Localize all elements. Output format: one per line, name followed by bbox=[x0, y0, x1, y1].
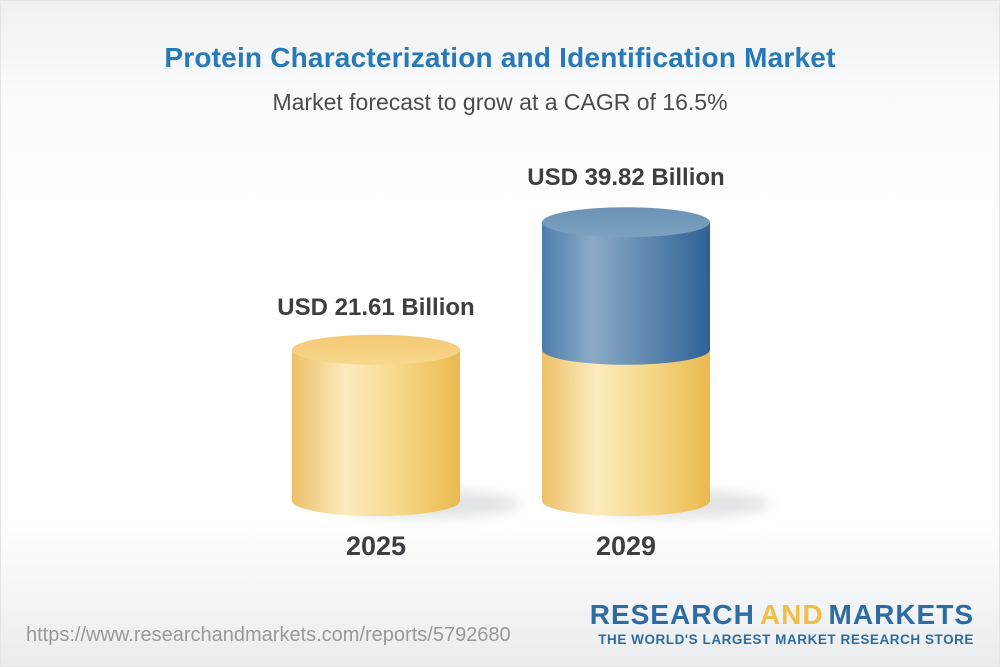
logo-tagline: THE WORLD'S LARGEST MARKET RESEARCH STOR… bbox=[598, 632, 974, 647]
logo-word-and: AND bbox=[759, 599, 824, 630]
category-label-2025: 2025 bbox=[345, 531, 407, 561]
cylinder-bars bbox=[292, 207, 770, 518]
category-label-2029: 2029 bbox=[595, 531, 657, 561]
chart-title: Protein Characterization and Identificat… bbox=[164, 42, 836, 73]
chart-subtitle: Market forecast to grow at a CAGR of 16.… bbox=[272, 89, 728, 115]
logo-word-markets: MARKETS bbox=[828, 599, 974, 630]
logo-wordmark: RESEARCH AND MARKETS bbox=[590, 601, 974, 629]
report-url: https://www.researchandmarkets.com/repor… bbox=[26, 624, 511, 646]
researchandmarkets-logo: RESEARCH AND MARKETS THE WORLD'S LARGEST M… bbox=[590, 601, 974, 647]
value-label-2029: USD 39.82 Billion bbox=[527, 164, 725, 191]
value-label-2025: USD 21.61 Billion bbox=[277, 294, 475, 321]
logo-word-research: RESEARCH bbox=[589, 599, 755, 630]
